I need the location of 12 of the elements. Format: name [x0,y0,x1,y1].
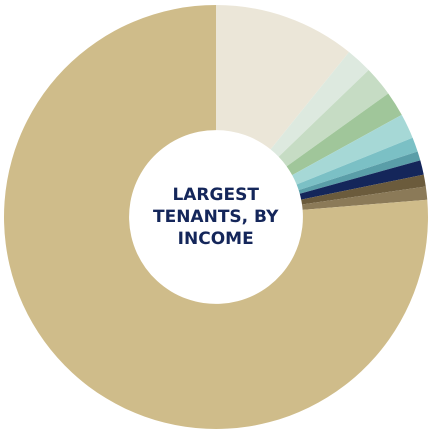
donut-slice [298,151,420,194]
donut-slice [300,160,424,200]
donut-slice [302,186,428,210]
donut-slice [296,138,418,190]
donut-slice [301,174,426,204]
donut-slice [216,5,350,150]
donut-slice [4,5,428,429]
donut-slice [286,93,402,176]
donut-slice [292,114,413,184]
text: LARGEST TENANTS, BY INCOME [153,185,280,250]
donut-slice [270,52,369,157]
donut-slice [278,70,388,166]
